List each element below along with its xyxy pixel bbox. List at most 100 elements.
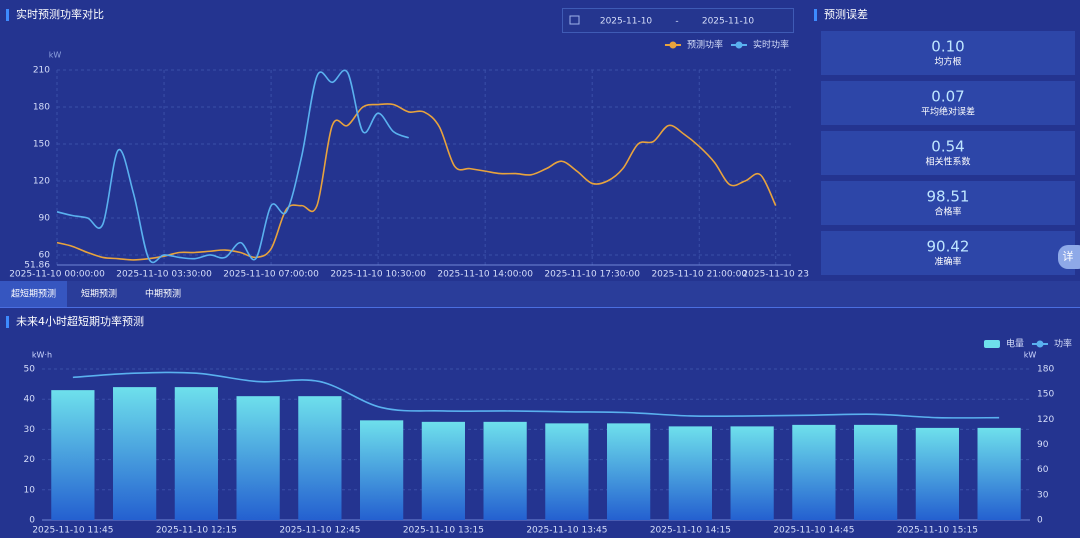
bar	[236, 396, 280, 520]
y2-tick-label: 180	[1037, 365, 1054, 375]
y-tick-label: 90	[39, 213, 51, 223]
y-tick-label: 30	[24, 425, 36, 435]
x-tick-label: 2025-11-10 00:00:00	[9, 270, 105, 280]
tab-label: 中期预测	[145, 288, 181, 300]
x-tick-label: 2025-11-10 17:30:00	[544, 270, 640, 280]
bar	[421, 421, 465, 520]
x-tick-label: 2025-11-10 23	[742, 270, 809, 280]
bar	[113, 387, 157, 520]
y2-tick-label: 120	[1037, 415, 1054, 425]
metric-card	[821, 31, 1075, 75]
y-tick-label: 50	[24, 365, 36, 375]
date-picker[interactable]	[562, 8, 794, 33]
x-tick-label: 2025-11-10 10:30:00	[330, 270, 426, 280]
x-tick-label: 2025-11-10 21:00:00	[651, 270, 747, 280]
tab[interactable]	[0, 281, 67, 307]
y-tick-label: 180	[33, 102, 50, 112]
date-separator: -	[675, 17, 678, 27]
y-axis-name: kW	[49, 51, 62, 60]
legend-icon	[1036, 340, 1044, 348]
y2-axis-name: kW	[1024, 351, 1037, 360]
x-tick-label: 2025-11-10 14:00:00	[437, 270, 533, 280]
bar	[792, 424, 836, 520]
tab-label: 超短期预测	[11, 288, 56, 300]
y-axis-name: kW·h	[32, 351, 52, 360]
legend-label: 实时功率	[753, 39, 789, 51]
tabs: 超短期预测 短期预测 中期预测	[0, 281, 181, 307]
bar	[360, 420, 404, 520]
metric-label: 平均绝对误差	[921, 106, 975, 118]
x-tick-label: 2025-11-10 14:15	[650, 526, 731, 536]
series-line	[56, 103, 777, 261]
date-start: 2025-11-10	[600, 17, 653, 27]
x-tick-label: 2025-11-10 13:15	[403, 526, 484, 536]
metric-card	[821, 231, 1075, 275]
y-tick-label: 0	[29, 516, 35, 526]
bar	[977, 427, 1021, 520]
tab-label: 短期预测	[81, 288, 117, 300]
bar	[51, 390, 95, 520]
bar	[730, 426, 774, 520]
metric-label: 合格率	[934, 206, 961, 218]
legend-label: 预测功率	[687, 39, 723, 51]
metric-value: 0.54	[931, 138, 964, 156]
bar	[854, 424, 898, 520]
bar	[668, 426, 712, 520]
bar	[298, 396, 342, 520]
legend-label: 功率	[1054, 338, 1072, 350]
y2-tick-label: 30	[1037, 490, 1049, 500]
calendar-icon	[569, 15, 580, 25]
series-line	[72, 371, 1000, 419]
bar	[915, 427, 959, 520]
metric-card	[821, 131, 1075, 175]
metric-label: 准确率	[934, 256, 961, 268]
bar	[174, 387, 218, 520]
panel-title: 预测误差	[824, 7, 868, 21]
y2-tick-label: 90	[1037, 440, 1049, 450]
series-line	[56, 69, 410, 264]
x-tick-label: 2025-11-10 11:45	[32, 526, 113, 536]
x-tick-label: 2025-11-10 12:15	[156, 526, 237, 536]
metric-card	[821, 181, 1075, 225]
x-tick-label: 2025-11-10 15:15	[897, 526, 978, 536]
legend-label: 电量	[1006, 338, 1024, 350]
y-tick-label: 51.86	[24, 261, 50, 271]
bar	[545, 423, 589, 520]
bar	[607, 423, 651, 520]
metric-value: 0.07	[931, 88, 964, 106]
y-tick-label: 20	[24, 455, 36, 465]
x-tick-label: 2025-11-10 12:45	[279, 526, 360, 536]
y-tick-label: 120	[33, 176, 50, 186]
legend-icon	[983, 340, 1000, 348]
y-tick-label: 10	[24, 485, 36, 495]
metric-label: 相关性系数	[925, 156, 970, 168]
date-end: 2025-11-10	[702, 17, 755, 27]
section-title: 未来4小时超短期功率预测	[16, 314, 144, 328]
y-tick-label: 40	[24, 395, 36, 405]
metric-card	[821, 81, 1075, 125]
y-tick-label: 150	[33, 139, 50, 149]
title-marker	[814, 9, 817, 21]
title-marker	[6, 9, 9, 21]
metric-value: 98.51	[927, 188, 970, 206]
side-button[interactable]	[1058, 245, 1080, 269]
legend-icon	[669, 41, 677, 49]
metric-value: 0.10	[931, 38, 964, 56]
side-button-label: 详	[1063, 249, 1074, 263]
x-tick-label: 2025-11-10 14:45	[773, 526, 854, 536]
title-marker	[6, 316, 9, 328]
legend-icon	[735, 41, 743, 49]
y2-tick-label: 60	[1037, 465, 1049, 475]
y-tick-label: 210	[33, 66, 50, 76]
panel-title: 实时预测功率对比	[16, 7, 104, 21]
metric-value: 90.42	[927, 238, 970, 256]
tab-bar	[0, 281, 1080, 307]
x-tick-label: 2025-11-10 03:30:00	[116, 270, 212, 280]
y-tick-label: 60	[39, 250, 51, 260]
metric-label: 均方根	[934, 56, 961, 68]
x-tick-label: 2025-11-10 13:45	[526, 526, 607, 536]
x-tick-label: 2025-11-10 07:00:00	[223, 270, 319, 280]
